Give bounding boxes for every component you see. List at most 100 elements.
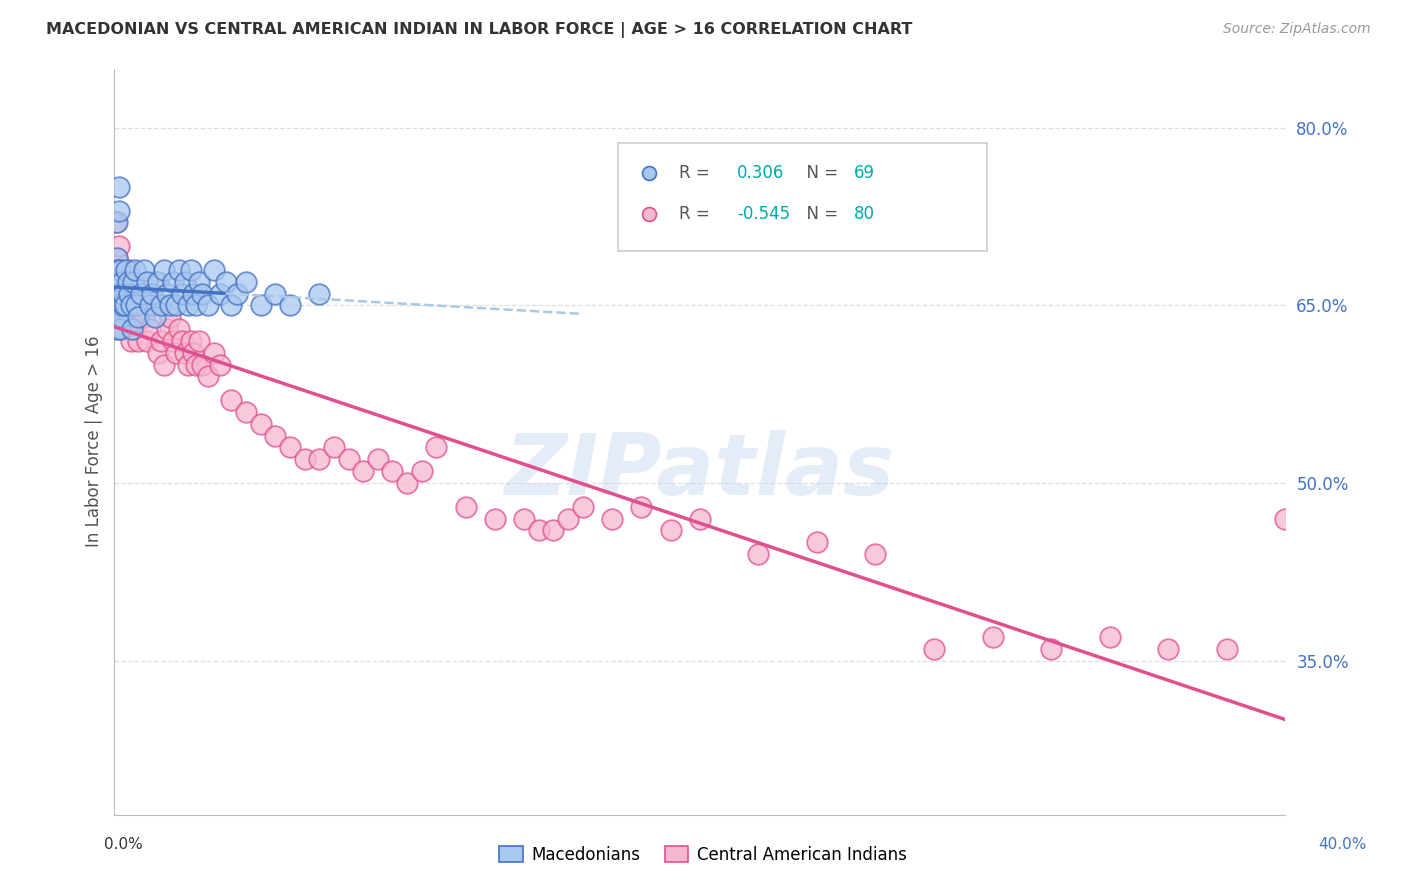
Point [110, 298, 132, 312]
Point [527, 524, 550, 538]
Point [153, 358, 176, 372]
Point [214, 275, 236, 289]
Point [1040, 641, 1063, 656]
Point [381, 464, 404, 478]
Point [111, 298, 134, 312]
Point [120, 334, 142, 348]
Point [689, 511, 711, 525]
Point [148, 345, 170, 359]
Point [105, 298, 128, 312]
Point [747, 547, 769, 561]
Point [165, 345, 187, 359]
Point [484, 511, 506, 525]
Point [865, 547, 887, 561]
Point [104, 215, 127, 229]
Point [107, 180, 129, 194]
FancyBboxPatch shape [617, 143, 987, 252]
Point [150, 298, 173, 312]
Point [111, 275, 134, 289]
Point [235, 405, 257, 419]
Point [111, 275, 134, 289]
Point [150, 334, 173, 348]
Point [323, 441, 346, 455]
Point [122, 275, 145, 289]
Point [173, 345, 195, 359]
Point [156, 322, 179, 336]
Point [114, 298, 136, 312]
Point [105, 251, 128, 265]
Point [118, 286, 141, 301]
Point [127, 310, 149, 325]
Point [127, 334, 149, 348]
Point [159, 298, 181, 312]
Point [132, 310, 155, 325]
Point [107, 286, 129, 301]
Point [183, 286, 205, 301]
Text: MACEDONIAN VS CENTRAL AMERICAN INDIAN IN LABOR FORCE | AGE > 16 CORRELATION CHAR: MACEDONIAN VS CENTRAL AMERICAN INDIAN IN… [46, 22, 912, 38]
Point [221, 393, 243, 408]
Point [108, 275, 131, 289]
Point [191, 286, 214, 301]
Point [110, 286, 132, 301]
Point [138, 298, 160, 312]
Point [659, 524, 682, 538]
Point [162, 334, 184, 348]
Point [121, 322, 143, 336]
Legend: Macedonians, Central American Indians: Macedonians, Central American Indians [492, 839, 914, 871]
Point [162, 275, 184, 289]
Point [235, 275, 257, 289]
Point [108, 298, 131, 312]
Point [124, 263, 146, 277]
Point [132, 263, 155, 277]
Point [145, 310, 167, 325]
Point [124, 322, 146, 336]
Text: ZIPatlas: ZIPatlas [505, 430, 896, 513]
Point [600, 511, 623, 525]
Point [138, 322, 160, 336]
Point [226, 286, 249, 301]
Point [188, 275, 211, 289]
Point [110, 263, 132, 277]
Point [165, 298, 187, 312]
Point [264, 286, 287, 301]
Point [170, 286, 193, 301]
Point [922, 641, 945, 656]
Text: 0.306: 0.306 [737, 164, 785, 182]
Point [105, 215, 128, 229]
Point [156, 286, 179, 301]
Point [571, 500, 593, 514]
Point [1157, 641, 1180, 656]
Point [806, 535, 828, 549]
Point [981, 630, 1004, 644]
Point [159, 310, 181, 325]
Point [108, 275, 131, 289]
Point [104, 286, 127, 301]
Point [120, 298, 142, 312]
Point [1098, 630, 1121, 644]
Point [121, 298, 143, 312]
Text: R =: R = [679, 205, 714, 223]
Point [107, 203, 129, 218]
Point [110, 263, 132, 277]
Point [112, 286, 135, 301]
Point [411, 464, 433, 478]
Point [337, 452, 360, 467]
Point [153, 263, 176, 277]
Point [454, 500, 477, 514]
Point [167, 263, 190, 277]
Point [249, 298, 271, 312]
Point [107, 239, 129, 253]
Point [115, 286, 138, 301]
Text: 0.0%: 0.0% [104, 838, 143, 852]
Point [105, 275, 128, 289]
Point [191, 358, 214, 372]
Point [179, 263, 201, 277]
Point [117, 310, 139, 325]
Point [294, 452, 316, 467]
Point [115, 263, 138, 277]
Point [208, 286, 231, 301]
Point [513, 511, 536, 525]
Point [105, 322, 128, 336]
Point [188, 334, 211, 348]
Y-axis label: In Labor Force | Age > 16: In Labor Force | Age > 16 [86, 335, 103, 548]
